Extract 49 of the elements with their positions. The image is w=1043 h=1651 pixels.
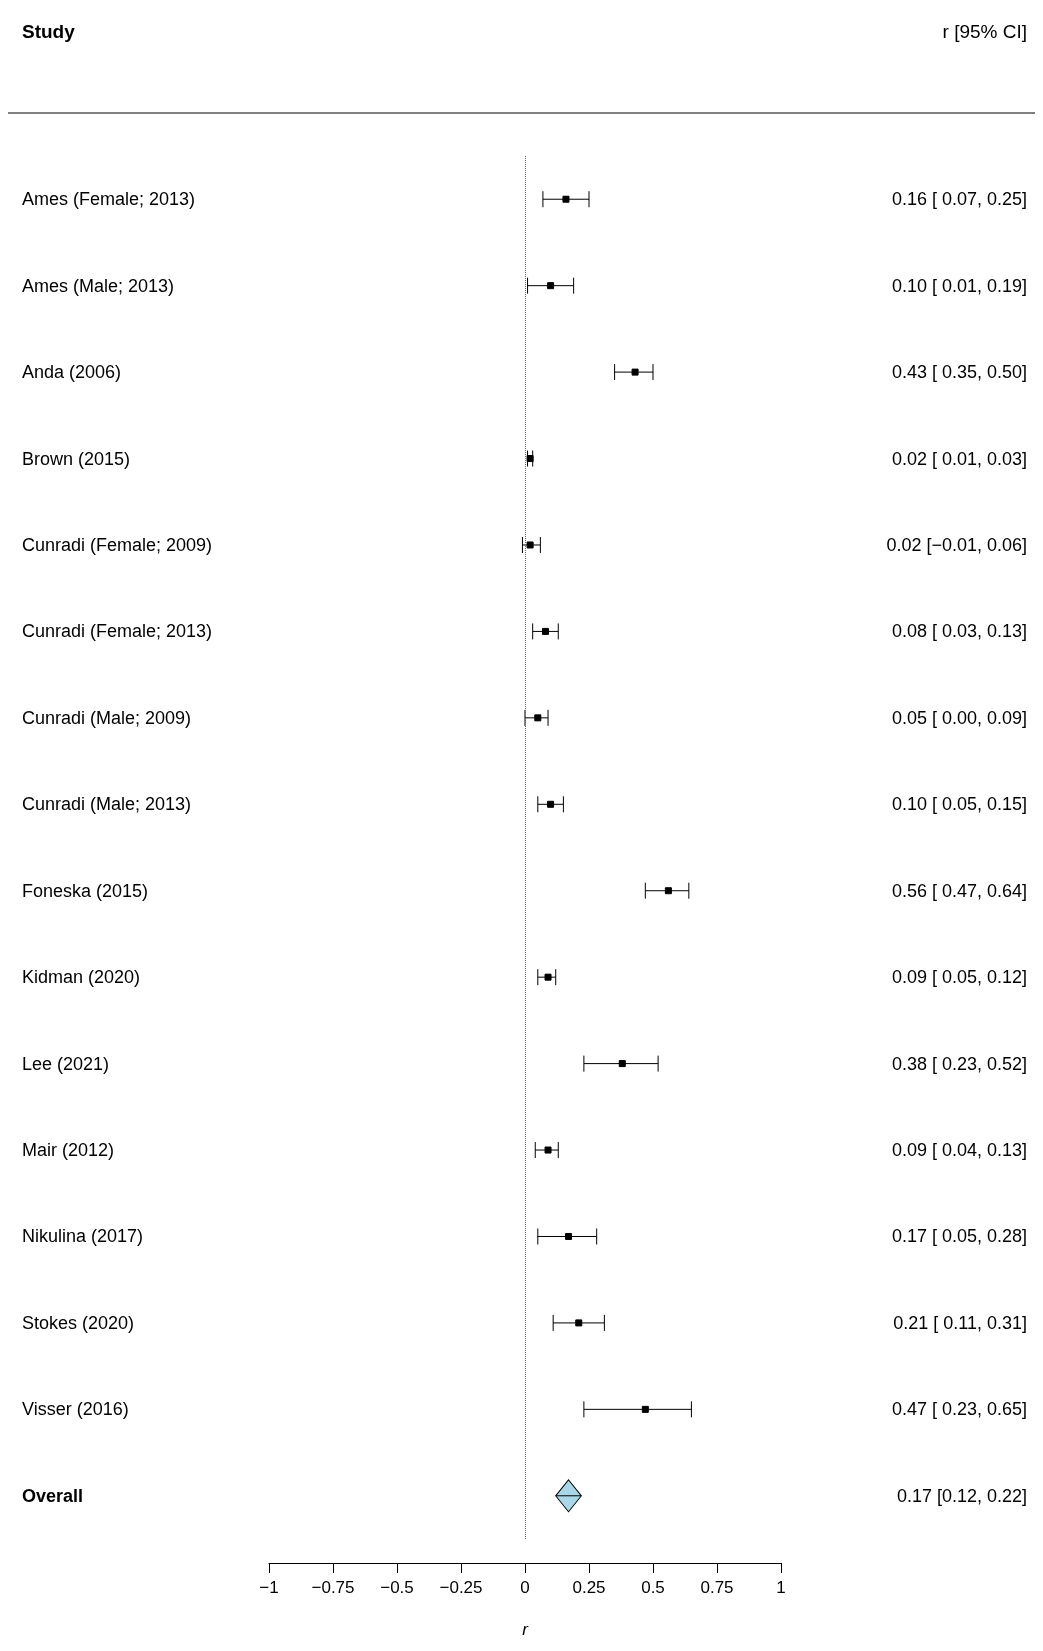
x-tick-label: 0 [520,1578,530,1597]
y-tick-label: Cunradi (Female; 2013) [22,621,213,642]
point [526,541,534,549]
data-label: 0.02 [ 0.01, 0.03] [891,448,1027,469]
point [562,195,570,203]
y-tick-label: Mair (2012) [22,1140,115,1161]
data-label: 0.05 [ 0.00, 0.09] [891,707,1027,728]
x-tick-label: 1 [776,1578,786,1597]
data-label: 0.21 [ 0.11, 0.31] [893,1312,1027,1333]
y-tick-label: Cunradi (Female; 2009) [22,534,213,555]
y-tick-label: Brown (2015) [22,448,131,469]
data-label: 0.09 [ 0.04, 0.13] [891,1140,1027,1161]
point [631,368,639,376]
y-tick-label: Anda (2006) [22,362,122,383]
y-tick-label: Visser (2016) [22,1399,129,1420]
y-tick-label: Ames (Male; 2013) [22,275,175,296]
data-label: 0.43 [ 0.35, 0.50] [891,362,1027,383]
text: r [95% CI] [942,21,1028,42]
y-tick-label: Stokes (2020) [22,1312,135,1333]
text: Study [22,21,76,42]
y-tick-label: Overall [22,1485,84,1506]
x-tick-label: 0.75 [700,1578,734,1597]
x-axis-title: r [522,1620,530,1639]
data-label: 0.08 [ 0.03, 0.13] [891,621,1027,642]
y-tick-label: Cunradi (Male; 2009) [22,707,192,728]
data-label: 0.56 [ 0.47, 0.64] [891,880,1027,901]
data-label: 0.10 [ 0.05, 0.15] [891,794,1027,815]
data-label: 0.17 [0.12, 0.22] [896,1485,1027,1506]
data-label: 0.16 [ 0.07, 0.25] [891,189,1027,210]
y-tick-label: Kidman (2020) [22,967,141,988]
data-label: 0.02 [−0.01, 0.06] [886,534,1027,555]
data-label: 0.17 [ 0.05, 0.28] [891,1226,1027,1247]
x-tick-label: 0.5 [641,1578,665,1597]
point [544,1146,552,1154]
data-label: 0.09 [ 0.05, 0.12] [891,967,1027,988]
data-label: 0.47 [ 0.23, 0.65] [891,1399,1027,1420]
x-tick-label: 0.25 [572,1578,606,1597]
x-tick-label: −0.75 [311,1578,355,1597]
y-tick-label: Ames (Female; 2013) [22,189,196,210]
x-tick-label: −0.5 [380,1578,414,1597]
y-tick-label: Cunradi (Male; 2013) [22,794,192,815]
x-tick-label: −0.25 [439,1578,483,1597]
x-tick-label: −1 [259,1578,279,1597]
y-tick-label: Foneska (2015) [22,880,149,901]
y-tick-label: Nikulina (2017) [22,1226,144,1247]
point [544,973,552,981]
data-label: 0.38 [ 0.23, 0.52] [891,1053,1027,1074]
y-tick-label: Lee (2021) [22,1053,110,1074]
data-label: 0.10 [ 0.01, 0.19] [891,275,1027,296]
